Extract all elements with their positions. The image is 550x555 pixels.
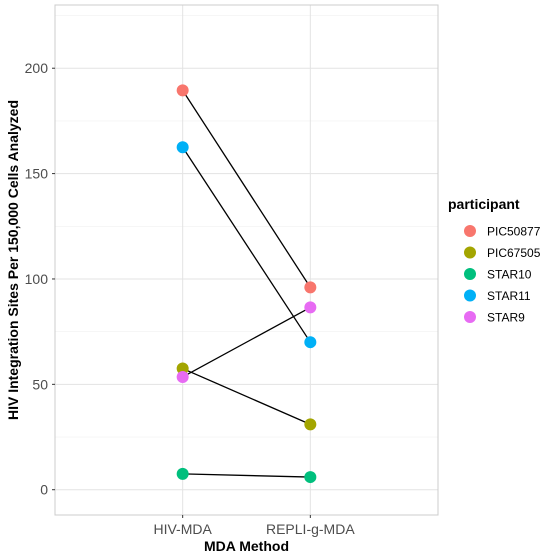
data-point xyxy=(304,418,317,431)
series-line xyxy=(182,473,311,478)
plot-panel xyxy=(54,4,439,516)
data-point xyxy=(176,467,189,480)
x-tick-label: REPLI-g-MDA xyxy=(266,521,355,537)
legend-swatch xyxy=(464,225,476,237)
y-tick-label: 0 xyxy=(40,482,48,498)
legend-label: PIC67505 xyxy=(487,246,541,260)
series-line xyxy=(182,306,311,378)
data-point xyxy=(304,301,317,314)
series-line xyxy=(182,146,311,343)
series-line xyxy=(182,367,311,425)
legend-label: STAR11 xyxy=(487,289,531,303)
y-tick-label: 50 xyxy=(32,376,48,392)
y-tick-label: 150 xyxy=(25,166,49,182)
y-tick-label: 100 xyxy=(25,271,49,287)
y-axis-title: HIV Integration Sites Per 150,000 Cells … xyxy=(5,100,21,420)
y-axis-ticks: 0 50 100 150 200 xyxy=(25,60,55,498)
legend-swatch xyxy=(464,246,476,259)
data-point xyxy=(304,336,317,349)
legend-swatch xyxy=(464,311,476,323)
data-point xyxy=(176,84,189,97)
data-point xyxy=(304,281,317,294)
data-point xyxy=(176,370,189,383)
legend: participant PIC50877 PIC67505 STAR10 STAR11… xyxy=(448,196,541,325)
legend-swatch xyxy=(464,268,476,280)
legend-label: STAR10 xyxy=(487,268,532,282)
legend-label: STAR9 xyxy=(487,311,525,325)
legend-label: PIC50877 xyxy=(487,225,541,239)
data-point xyxy=(176,362,189,375)
grid xyxy=(55,5,438,515)
x-tick-label: HIV-MDA xyxy=(153,521,212,537)
series-line xyxy=(182,89,311,288)
connecting-lines xyxy=(182,89,311,478)
data-point xyxy=(176,141,189,154)
x-axis-title: MDA Method xyxy=(204,538,289,554)
y-tick-label: 200 xyxy=(25,60,49,76)
x-axis-ticks: HIV-MDA REPLI-g-MDA xyxy=(153,515,355,537)
data-points xyxy=(176,84,317,484)
legend-swatch xyxy=(464,289,476,302)
data-point xyxy=(304,471,317,484)
legend-title: participant xyxy=(448,196,520,212)
